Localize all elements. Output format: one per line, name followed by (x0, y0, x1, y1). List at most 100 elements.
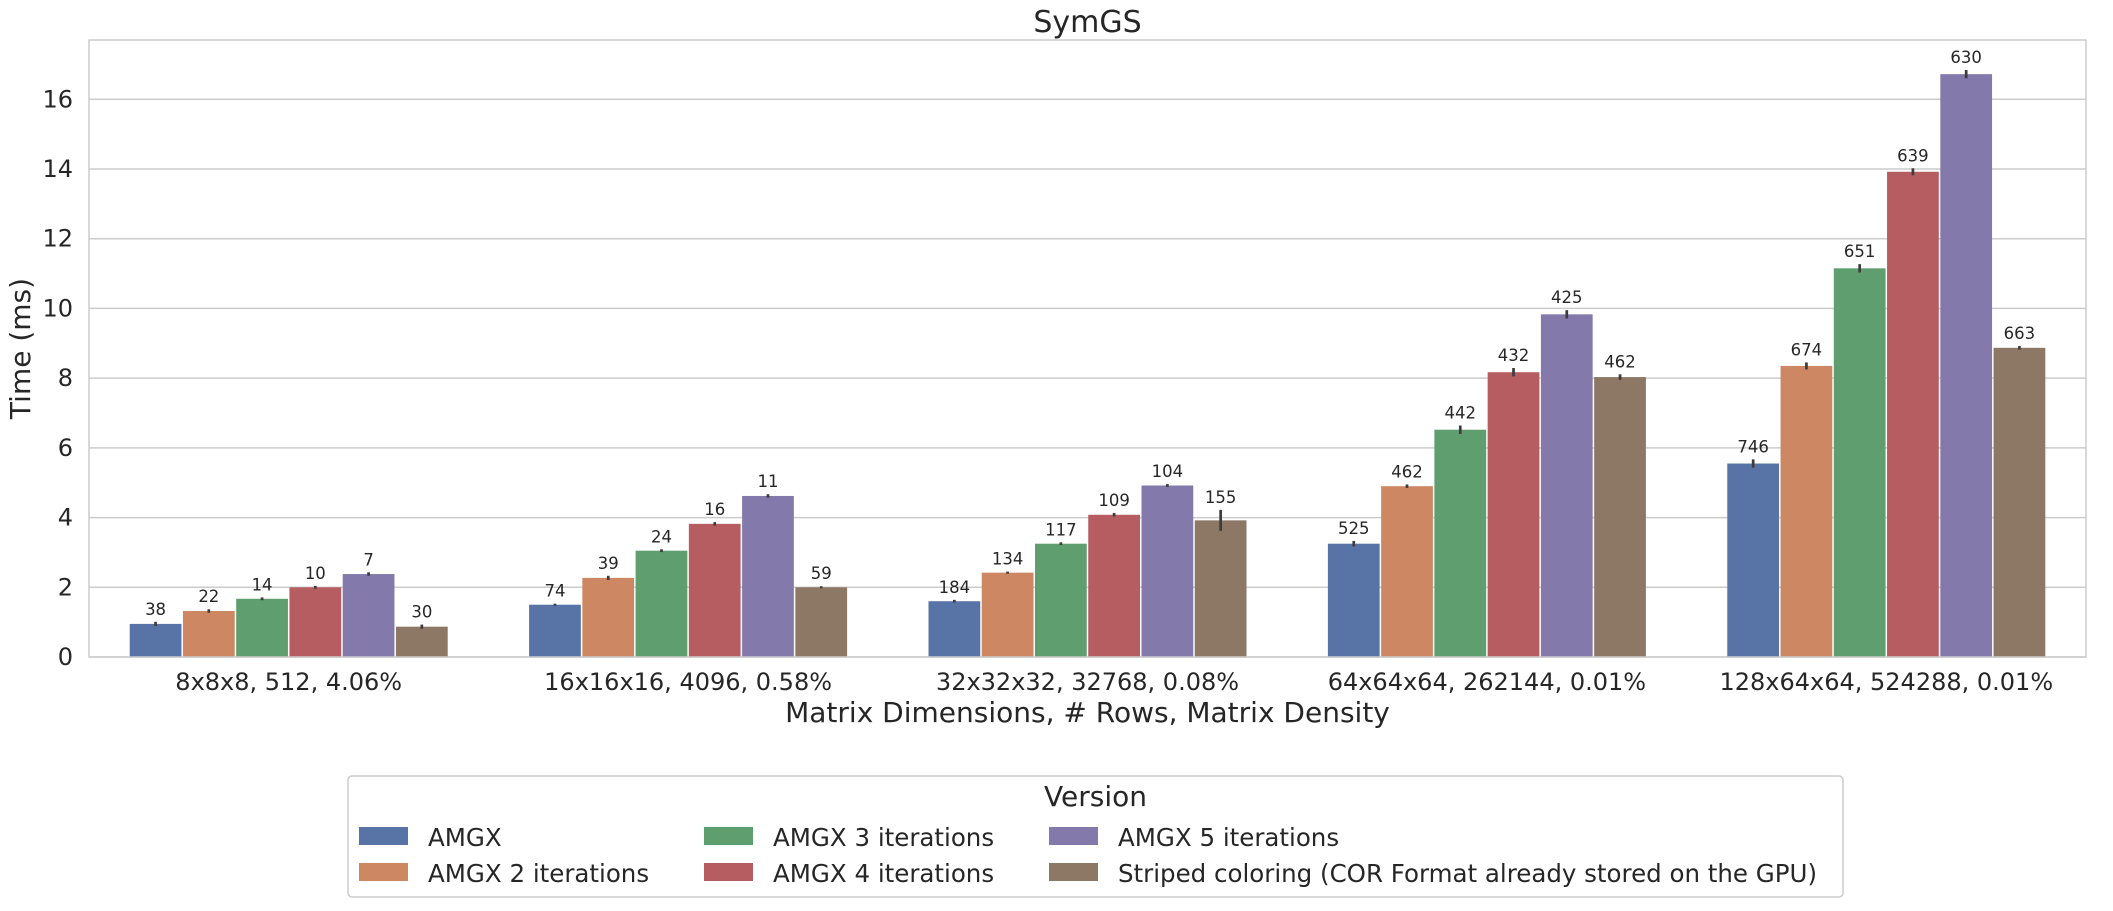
bar (182, 610, 235, 657)
y-tick-label: 6 (58, 434, 73, 462)
data-label: 134 (992, 550, 1024, 569)
data-label: 462 (1391, 462, 1423, 481)
y-tick-label: 14 (42, 155, 73, 183)
bar (289, 587, 342, 657)
x-axis-title: Matrix Dimensions, # Rows, Matrix Densit… (785, 696, 1390, 729)
y-tick-label: 4 (58, 504, 73, 532)
data-label: 11 (757, 472, 778, 491)
data-label: 425 (1551, 288, 1583, 307)
data-label: 22 (198, 587, 219, 606)
data-label: 432 (1498, 346, 1530, 365)
data-label: 525 (1338, 519, 1370, 538)
legend-swatch (704, 863, 753, 881)
data-label: 24 (651, 527, 672, 546)
bar (928, 601, 981, 657)
bar (236, 598, 288, 657)
x-tick-labels: 8x8x8, 512, 4.06% 16x16x16, 4096, 0.58% 32… (175, 668, 2053, 696)
y-tick-labels: 0 2 4 6 8 10 12 14 16 (42, 85, 73, 671)
bar (1993, 347, 2046, 657)
data-label: 30 (411, 603, 432, 622)
legend-label: AMGX 5 iterations (1118, 823, 1339, 852)
bar (981, 572, 1034, 657)
legend-label: AMGX 4 iterations (773, 859, 994, 888)
data-label: 109 (1098, 491, 1130, 510)
legend-label: Striped coloring (COR Format already sto… (1118, 859, 1817, 888)
data-label: 104 (1152, 462, 1184, 481)
data-label: 16 (704, 500, 725, 519)
legend-label: AMGX (428, 823, 502, 852)
bar (1594, 377, 1646, 657)
bar (129, 623, 182, 657)
bar (395, 626, 448, 657)
data-label: 155 (1205, 488, 1237, 507)
legend-swatch (1049, 863, 1098, 881)
bar (342, 574, 395, 657)
bar (1034, 543, 1087, 657)
y-tick-label: 10 (42, 294, 73, 322)
bar (635, 550, 688, 657)
data-label: 117 (1045, 520, 1077, 539)
y-axis-title: Time (ms) (4, 278, 37, 420)
data-label: 462 (1604, 352, 1636, 371)
bar (1780, 365, 1833, 657)
x-tick-label: 64x64x64, 262144, 0.01% (1328, 668, 1646, 696)
data-label: 639 (1897, 146, 1929, 165)
chart-title: SymGS (1033, 5, 1141, 40)
data-label: 630 (1950, 48, 1982, 67)
bar (1088, 514, 1141, 657)
data-label: 663 (2004, 324, 2036, 343)
data-label: 10 (305, 564, 326, 583)
legend: Version AMGX AMGX 2 iterations AMGX 3 iter… (347, 775, 1844, 898)
bar (1887, 171, 1939, 657)
x-tick-label: 32x32x32, 32768, 0.08% (936, 668, 1239, 696)
bar (742, 495, 794, 657)
bar (1540, 314, 1593, 657)
x-tick-label: 16x16x16, 4096, 0.58% (544, 668, 832, 696)
data-label: 39 (598, 554, 619, 573)
legend-label: AMGX 3 iterations (773, 823, 994, 852)
bar (1940, 74, 1993, 658)
bar (529, 604, 581, 657)
legend-swatch (704, 827, 753, 845)
y-tick-label: 8 (58, 364, 73, 392)
data-label: 746 (1737, 437, 1769, 456)
data-label: 7 (363, 550, 374, 569)
grid-lines (89, 98, 2086, 658)
y-tick-label: 0 (58, 643, 73, 671)
bar (1381, 486, 1433, 657)
legend-items: AMGX AMGX 2 iterations AMGX 3 iterations AM… (359, 823, 1817, 888)
bar (1434, 429, 1487, 657)
error-bars (154, 69, 2021, 629)
bar (1487, 372, 1540, 657)
data-label: 674 (1791, 340, 1823, 359)
data-label: 74 (544, 582, 565, 601)
legend-swatch (359, 863, 408, 881)
legend-title: Version (1044, 780, 1147, 813)
bar (795, 587, 848, 657)
bars (129, 74, 2046, 658)
bar (1727, 463, 1780, 657)
legend-swatch (359, 827, 408, 845)
y-tick-label: 12 (42, 225, 73, 253)
x-tick-label: 128x64x64, 524288, 0.01% (1719, 668, 2053, 696)
bar (1141, 485, 1194, 657)
bar (1327, 543, 1380, 657)
data-label: 59 (811, 564, 832, 583)
data-label: 651 (1844, 242, 1876, 261)
data-label: 184 (939, 578, 971, 597)
legend-swatch (1049, 827, 1098, 845)
y-tick-label: 16 (42, 85, 73, 113)
bar (582, 577, 635, 657)
bar (1194, 520, 1247, 657)
bar (688, 523, 741, 657)
data-label: 442 (1445, 404, 1477, 423)
x-tick-label: 8x8x8, 512, 4.06% (175, 668, 402, 696)
y-tick-label: 2 (58, 573, 73, 601)
legend-label: AMGX 2 iterations (428, 859, 649, 888)
plot-frame (88, 39, 2087, 658)
data-label: 38 (145, 600, 166, 619)
bar (1833, 268, 1886, 657)
